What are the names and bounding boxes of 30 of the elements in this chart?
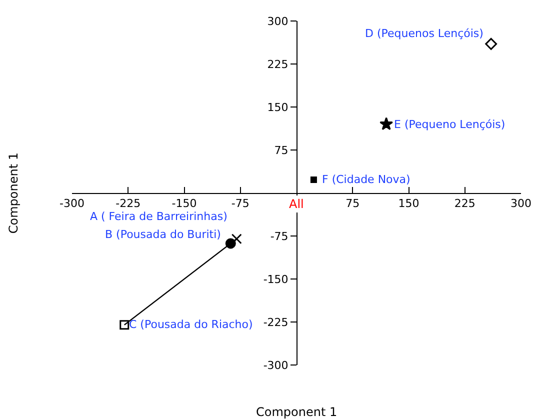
series-label: D (Pequenos Lençóis) xyxy=(365,27,484,40)
series-label: C (Pousada do Riacho) xyxy=(129,318,253,331)
series-label: B (Pousada do Buriti) xyxy=(105,228,221,241)
y-tick-label: -75 xyxy=(270,230,288,243)
series-label: A ( Feira de Barreirinhas) xyxy=(90,210,228,223)
point xyxy=(380,117,394,130)
y-tick-label: 300 xyxy=(267,14,288,28)
series-label: F (Cidade Nova) xyxy=(322,173,410,186)
y-tick-label: 75 xyxy=(274,144,288,157)
y-tick-label: -300 xyxy=(263,358,288,372)
point xyxy=(310,176,317,184)
series-label: E (Pequeno Lençóis) xyxy=(394,118,506,131)
x-tick-label: 300 xyxy=(510,197,532,210)
x-tick-label: -300 xyxy=(60,197,84,210)
y-tick-label: -150 xyxy=(263,272,288,286)
x-tick-label: -150 xyxy=(172,197,197,210)
y-tick-label: -225 xyxy=(263,316,288,329)
x-axis-title: Component 1 xyxy=(256,405,338,419)
x-tick-label: 225 xyxy=(454,197,476,210)
point xyxy=(120,320,130,330)
point xyxy=(485,38,498,50)
x-tick-label: -225 xyxy=(116,197,141,210)
x-tick-label: 75 xyxy=(346,197,360,210)
y-tick-label: 150 xyxy=(267,100,288,114)
y-tick-label: 225 xyxy=(267,58,288,71)
x-tick-label: 150 xyxy=(398,197,420,210)
y-axis-title: Component 1 xyxy=(6,152,21,234)
x-tick-label: -75 xyxy=(231,197,250,210)
point xyxy=(231,234,242,244)
annotation: All xyxy=(289,197,304,211)
